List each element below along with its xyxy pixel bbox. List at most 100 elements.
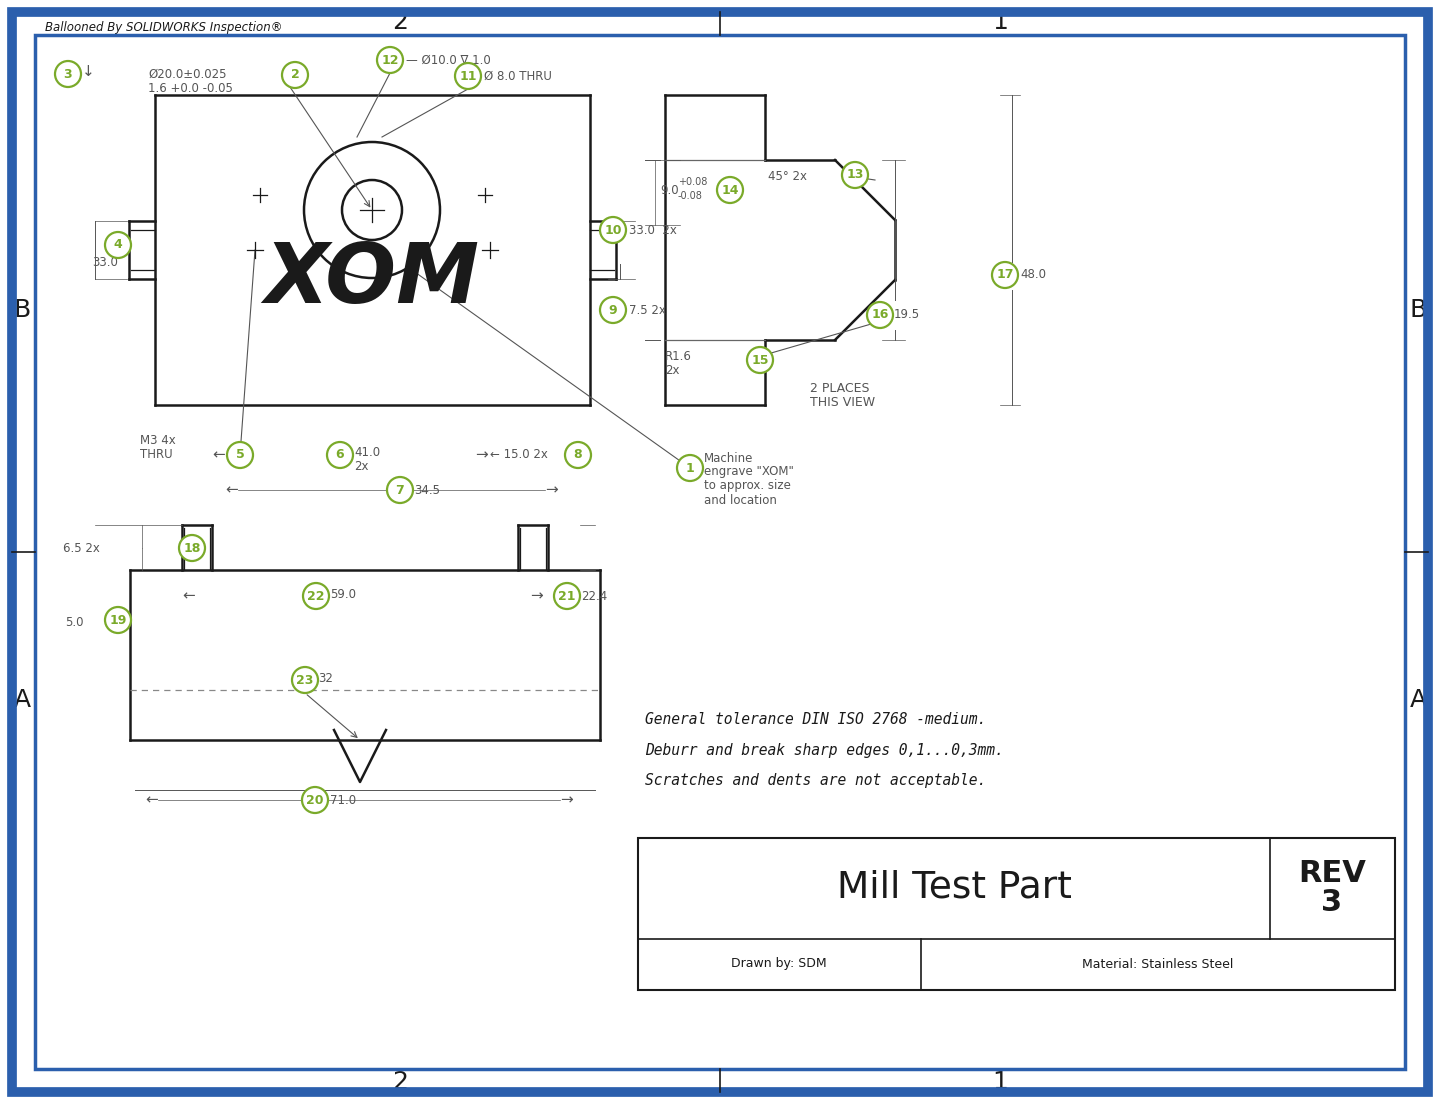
Text: ↓: ↓ bbox=[82, 64, 95, 78]
Text: +0.08: +0.08 bbox=[678, 177, 707, 187]
Text: Deburr and break sharp edges 0,1...0,3mm.: Deburr and break sharp edges 0,1...0,3mm… bbox=[645, 743, 1004, 757]
Circle shape bbox=[387, 477, 413, 503]
Circle shape bbox=[377, 47, 403, 73]
Text: 1: 1 bbox=[992, 1070, 1008, 1094]
Circle shape bbox=[677, 455, 703, 481]
Text: 17: 17 bbox=[996, 268, 1014, 282]
Text: 13: 13 bbox=[847, 169, 864, 181]
Text: 1: 1 bbox=[685, 461, 694, 475]
Text: 2: 2 bbox=[291, 68, 300, 82]
Circle shape bbox=[179, 535, 204, 561]
Text: ←: ← bbox=[181, 588, 194, 604]
Text: 6.5 2x: 6.5 2x bbox=[63, 541, 99, 554]
Text: ←: ← bbox=[225, 482, 238, 498]
Text: A: A bbox=[1410, 688, 1427, 712]
Text: 1: 1 bbox=[992, 10, 1008, 34]
Text: ←: ← bbox=[145, 793, 158, 807]
Text: 9.0: 9.0 bbox=[660, 183, 678, 197]
Text: 9: 9 bbox=[609, 304, 618, 317]
Text: Material: Stainless Steel: Material: Stainless Steel bbox=[1083, 957, 1234, 970]
Circle shape bbox=[554, 583, 580, 609]
Text: ←: ← bbox=[212, 447, 225, 463]
Text: 2x: 2x bbox=[665, 363, 680, 376]
Circle shape bbox=[747, 347, 773, 373]
Circle shape bbox=[292, 667, 318, 693]
Text: REV
3: REV 3 bbox=[1297, 859, 1367, 917]
Circle shape bbox=[105, 232, 131, 258]
Text: 5.0: 5.0 bbox=[65, 616, 84, 628]
Text: 12: 12 bbox=[382, 53, 399, 66]
Text: 2: 2 bbox=[392, 10, 408, 34]
Text: 71.0: 71.0 bbox=[330, 794, 356, 807]
Text: 4: 4 bbox=[114, 238, 122, 252]
Text: B: B bbox=[1410, 298, 1427, 322]
Text: ← 15.0 2x: ← 15.0 2x bbox=[490, 448, 547, 461]
Text: 34.5: 34.5 bbox=[415, 484, 441, 497]
Text: 15: 15 bbox=[752, 353, 769, 367]
Text: 33.0  2x: 33.0 2x bbox=[629, 223, 677, 236]
Circle shape bbox=[842, 162, 868, 188]
Text: 11: 11 bbox=[459, 70, 477, 83]
Text: B: B bbox=[13, 298, 30, 322]
Circle shape bbox=[327, 442, 353, 468]
Text: to approx. size: to approx. size bbox=[704, 479, 791, 492]
Circle shape bbox=[302, 583, 328, 609]
Text: 41.0: 41.0 bbox=[354, 446, 380, 458]
Circle shape bbox=[455, 63, 481, 89]
Text: Machine: Machine bbox=[704, 452, 753, 465]
Text: 59.0: 59.0 bbox=[330, 587, 356, 601]
Text: 20: 20 bbox=[307, 794, 324, 807]
Text: 14: 14 bbox=[721, 183, 739, 197]
Text: Drawn by: SDM: Drawn by: SDM bbox=[732, 957, 827, 970]
Text: 33.0: 33.0 bbox=[92, 256, 118, 269]
Text: →: → bbox=[544, 482, 557, 498]
Text: A: A bbox=[13, 688, 30, 712]
Text: M3 4x: M3 4x bbox=[140, 434, 176, 446]
Circle shape bbox=[867, 302, 893, 328]
Text: — Ø10.0 ∇ 1.0: — Ø10.0 ∇ 1.0 bbox=[406, 53, 491, 66]
Text: 18: 18 bbox=[183, 541, 200, 554]
Circle shape bbox=[55, 61, 81, 87]
Text: →: → bbox=[475, 447, 488, 463]
Bar bbox=[638, 838, 1395, 990]
Text: Ø20.0±0.025: Ø20.0±0.025 bbox=[148, 67, 226, 81]
Text: 7.5 2x: 7.5 2x bbox=[629, 304, 665, 317]
Text: Ø 8.0 THRU: Ø 8.0 THRU bbox=[484, 70, 552, 83]
Text: 5: 5 bbox=[236, 448, 245, 461]
Text: 1.6 +0.0 -0.05: 1.6 +0.0 -0.05 bbox=[148, 82, 233, 95]
Text: Mill Test Part: Mill Test Part bbox=[837, 870, 1071, 906]
Text: Scratches and dents are not acceptable.: Scratches and dents are not acceptable. bbox=[645, 773, 986, 787]
Text: THRU: THRU bbox=[140, 447, 173, 460]
Circle shape bbox=[105, 607, 131, 633]
Text: 22: 22 bbox=[307, 590, 325, 603]
Text: 22.4: 22.4 bbox=[580, 590, 608, 603]
Text: 21: 21 bbox=[559, 590, 576, 603]
Text: →: → bbox=[530, 588, 543, 604]
Circle shape bbox=[228, 442, 253, 468]
Text: 48.0: 48.0 bbox=[1020, 268, 1045, 282]
Text: 45° 2x: 45° 2x bbox=[768, 170, 806, 183]
Text: THIS VIEW: THIS VIEW bbox=[809, 395, 876, 408]
Circle shape bbox=[992, 262, 1018, 288]
Text: 10: 10 bbox=[605, 223, 622, 236]
Circle shape bbox=[600, 297, 626, 323]
Text: General tolerance DIN ISO 2768 -medium.: General tolerance DIN ISO 2768 -medium. bbox=[645, 712, 986, 728]
Text: 2 PLACES: 2 PLACES bbox=[809, 382, 870, 394]
Text: 3: 3 bbox=[63, 67, 72, 81]
Circle shape bbox=[302, 787, 328, 813]
Text: 6: 6 bbox=[336, 448, 344, 461]
Text: 32: 32 bbox=[318, 671, 333, 684]
Text: XOM: XOM bbox=[265, 240, 480, 320]
Text: Ballooned By SOLIDWORKS Inspection®: Ballooned By SOLIDWORKS Inspection® bbox=[45, 21, 282, 34]
Text: 16: 16 bbox=[871, 308, 888, 321]
Text: →: → bbox=[560, 793, 573, 807]
Text: 8: 8 bbox=[573, 448, 582, 461]
Text: engrave "XOM": engrave "XOM" bbox=[704, 466, 793, 478]
Circle shape bbox=[717, 177, 743, 203]
Text: 19: 19 bbox=[109, 614, 127, 626]
Text: 7: 7 bbox=[396, 484, 405, 497]
Text: 2: 2 bbox=[392, 1070, 408, 1094]
Circle shape bbox=[600, 217, 626, 243]
Text: 19.5: 19.5 bbox=[894, 308, 920, 321]
Circle shape bbox=[564, 442, 590, 468]
